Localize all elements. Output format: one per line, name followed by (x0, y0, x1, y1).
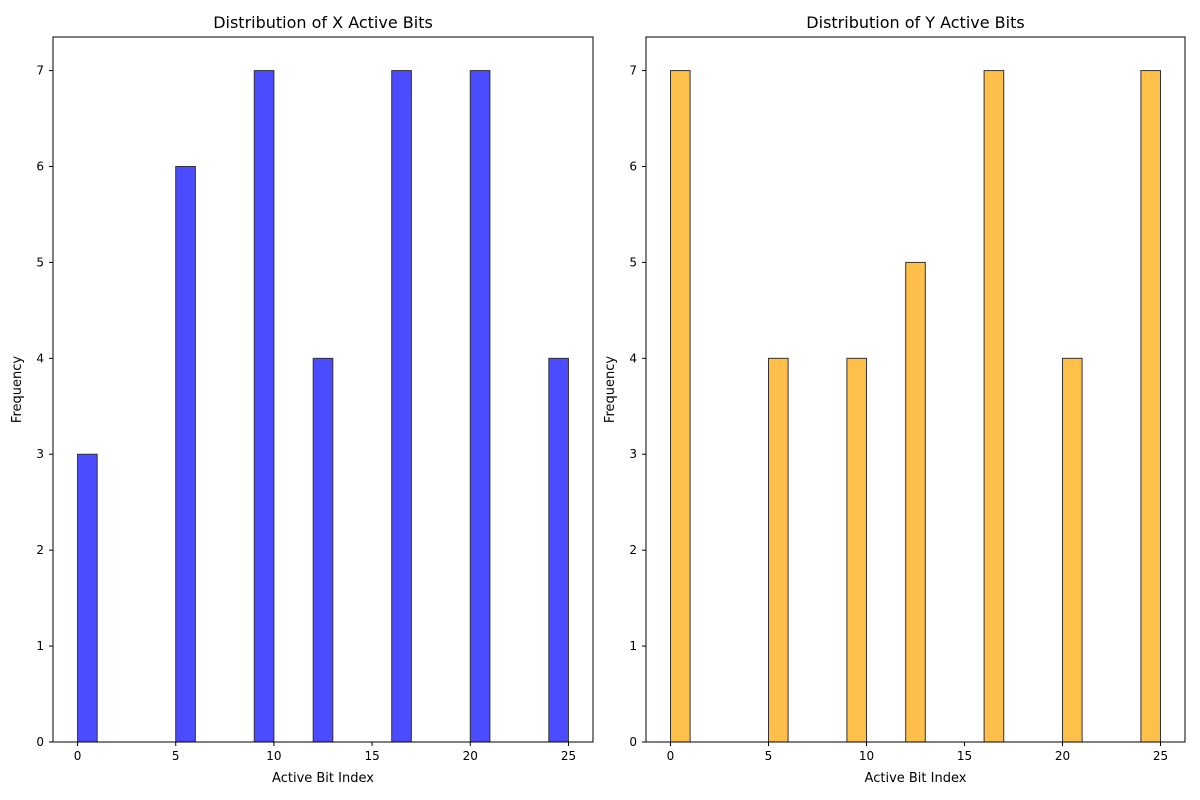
y-tick-label: 3 (36, 447, 44, 461)
y-tick-label: 0 (36, 735, 44, 749)
x-tick-label: 10 (266, 749, 281, 763)
histogram-bar (312, 357, 334, 743)
y-tick-label: 3 (629, 447, 637, 461)
plot-frame (52, 36, 594, 743)
y-axis-label: Frequency (603, 356, 618, 423)
histogram-bar (253, 70, 275, 743)
x-active-bits-histogram: Distribution of X Active Bits Active Bit… (10, 13, 594, 786)
x-tick-label: 5 (172, 749, 180, 763)
chart-title: Distribution of Y Active Bits (806, 13, 1024, 32)
y-tick-label: 7 (629, 64, 637, 78)
chart-title: Distribution of X Active Bits (213, 13, 433, 32)
histogram-bar (1062, 357, 1083, 743)
x-tick-label: 10 (859, 749, 874, 763)
x-tick-label: 20 (1055, 749, 1070, 763)
x-axis-label: Active Bit Index (865, 771, 967, 786)
x-tick-label: 25 (561, 749, 576, 763)
bars (77, 70, 569, 743)
histogram-bar (670, 70, 691, 743)
histogram-bar (77, 453, 98, 743)
histogram-bar (391, 70, 412, 743)
y-tick-label: 1 (629, 639, 637, 653)
x-tick-label: 15 (364, 749, 379, 763)
histogram-bar (1140, 70, 1162, 743)
plot-frame (645, 36, 1186, 743)
histogram-bar (548, 357, 569, 743)
y-tick-label: 2 (36, 543, 44, 557)
y-tick-label: 7 (36, 64, 44, 78)
x-tick-label: 5 (765, 749, 773, 763)
x-tick-label: 0 (74, 749, 82, 763)
y-tick-label: 1 (36, 639, 44, 653)
y-axis-label: Frequency (10, 356, 25, 423)
histogram-bar (469, 70, 491, 743)
y-tick-label: 4 (629, 351, 637, 365)
histogram-bar (983, 70, 1005, 743)
x-tick-label: 15 (957, 749, 972, 763)
histogram-bar (768, 357, 789, 743)
y-tick-label: 6 (629, 159, 637, 173)
y-tick-label: 5 (36, 255, 44, 269)
y-active-bits-histogram: Distribution of Y Active Bits Active Bit… (603, 13, 1186, 786)
y-tick-label: 6 (36, 159, 44, 173)
bars (670, 70, 1162, 743)
ticks: 0 5 10 15 20 25 0 1 2 3 4 5 6 7 (36, 64, 576, 763)
x-tick-label: 25 (1153, 749, 1168, 763)
x-axis-label: Active Bit Index (272, 771, 374, 786)
y-tick-label: 2 (629, 543, 637, 557)
ticks: 0 5 10 15 20 25 0 1 2 3 4 5 6 7 (629, 64, 1168, 763)
histogram-bar (846, 357, 868, 743)
x-tick-label: 0 (667, 749, 675, 763)
y-tick-label: 5 (629, 255, 637, 269)
histogram-bar (175, 165, 196, 743)
histogram-bar (905, 261, 926, 743)
y-tick-label: 4 (36, 351, 44, 365)
x-tick-label: 20 (463, 749, 478, 763)
y-tick-label: 0 (629, 735, 637, 749)
